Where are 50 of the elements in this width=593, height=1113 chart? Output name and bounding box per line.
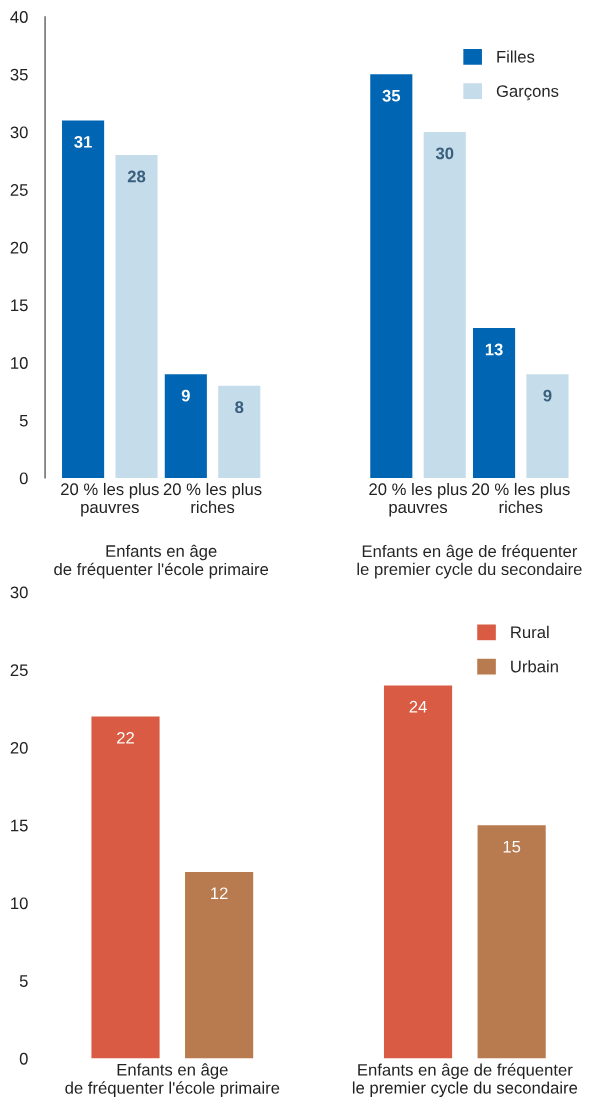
y-tick-label: 10 [11, 897, 28, 910]
data-label: 35 [382, 89, 401, 102]
y-tick-label: 0 [19, 1052, 28, 1065]
bar [218, 385, 261, 479]
legend-label: Filles [497, 50, 535, 63]
x-tick-label: 20 % les plus pauvres [369, 482, 467, 517]
y-tick-label: 5 [19, 414, 28, 427]
y-tick-label: 40 [10, 11, 28, 23]
data-label: 13 [485, 343, 503, 356]
y-tick-label: 25 [10, 664, 28, 677]
data-label: 9 [181, 389, 190, 402]
y-tick-label: 25 [10, 184, 28, 196]
x-tick-label: 20 % les plus riches [163, 482, 262, 514]
data-label: 15 [503, 840, 521, 853]
bar [423, 132, 466, 479]
bar [383, 685, 453, 1059]
data-label: 31 [74, 135, 92, 148]
bar [477, 825, 546, 1059]
bar [526, 374, 569, 479]
data-label: 8 [235, 401, 244, 414]
y-tick-label: 10 [11, 357, 28, 369]
y-tick-label: 0 [19, 472, 28, 485]
bar [472, 328, 516, 479]
y-tick-label: 30 [10, 586, 28, 599]
bar [185, 871, 254, 1059]
bar [91, 716, 160, 1059]
x-tick-label: 20 % les plus pauvres [61, 482, 159, 517]
y-tick-label: 15 [11, 819, 28, 832]
bar [164, 374, 207, 479]
y-tick-label: 20 [10, 741, 28, 754]
y-tick-label: 30 [10, 126, 28, 139]
text: Enfants en âge de fréquenter l'école primaire [65, 1063, 280, 1098]
y-tick-label: 15 [11, 299, 28, 312]
data-label: 12 [211, 887, 228, 900]
legend-label: Garçons [496, 85, 559, 101]
y-tick-label: 35 [10, 68, 28, 81]
bar [370, 74, 413, 479]
y-tick-label: 5 [19, 975, 28, 987]
x-tick-label: 20 % les plus riches [472, 482, 570, 514]
legend-label: Rural [511, 625, 549, 639]
legend-label: Urbain [511, 660, 558, 673]
bar [62, 120, 105, 479]
text: Enfants en âge de fréquenter le premier cycle du secondaire [352, 1063, 578, 1098]
data-label: 24 [409, 700, 427, 713]
data-label: 22 [117, 731, 134, 744]
data-label: 28 [127, 170, 146, 183]
y-tick-label: 20 [10, 241, 28, 254]
data-label: 9 [543, 389, 552, 402]
bar [115, 155, 158, 479]
data-label: 30 [435, 147, 454, 160]
